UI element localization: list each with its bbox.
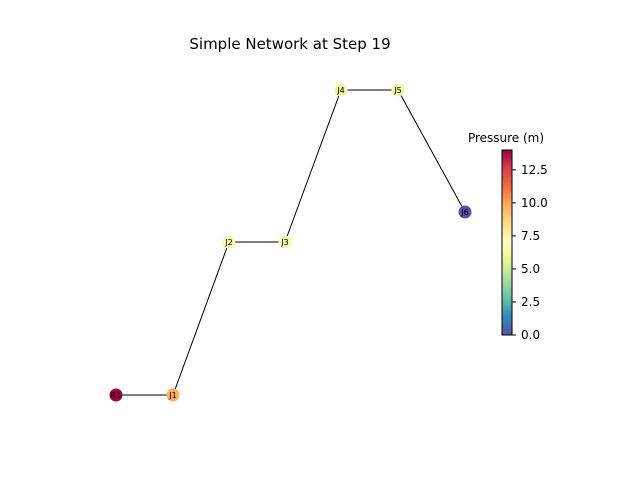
node-marker <box>166 388 180 402</box>
node-J6: J6 <box>458 205 472 219</box>
node-J1: J1 <box>166 388 180 402</box>
node-J5: J5 <box>391 83 405 97</box>
colorbar-tick-label: 5.0 <box>521 262 540 276</box>
colorbar-ticks: 0.0 2.5 5.0 7.5 10.0 12.5 <box>512 163 548 342</box>
pipe-J3-J4 <box>284 89 342 243</box>
node-marker <box>334 83 348 97</box>
colorbar: Pressure (m) 0.0 2.5 5.0 7.5 10.0 12.5 <box>468 131 548 342</box>
pipe-J1-J2 <box>172 241 230 396</box>
node-marker <box>278 235 292 249</box>
node-J4: J4 <box>334 83 348 97</box>
node-marker <box>109 388 123 402</box>
pipe-J5-J6 <box>397 89 466 213</box>
node-J2: J2 <box>222 235 236 249</box>
node-label: J4 <box>336 86 344 95</box>
node-label: J2 <box>224 238 232 247</box>
colorbar-tick-label: 12.5 <box>521 163 548 177</box>
node-label: J5 <box>393 86 401 95</box>
colorbar-tick-label: 7.5 <box>521 229 540 243</box>
node-label: R1 <box>111 391 122 400</box>
node-marker <box>458 205 472 219</box>
colorbar-tick-label: 10.0 <box>521 196 548 210</box>
node-marker <box>222 235 236 249</box>
network-nodes: R1 J1 J2 J3 J4 J5 J6 <box>109 83 472 402</box>
pipe-links <box>116 89 466 396</box>
node-label: J6 <box>460 208 468 217</box>
node-label: J3 <box>280 238 288 247</box>
node-marker <box>391 83 405 97</box>
colorbar-tick-label: 2.5 <box>521 295 540 309</box>
node-J3: J3 <box>278 235 292 249</box>
colorbar-tick-label: 0.0 <box>521 328 540 342</box>
chart-title: Simple Network at Step 19 <box>189 35 390 53</box>
colorbar-label: Pressure (m) <box>468 131 544 145</box>
node-label: J1 <box>168 391 176 400</box>
colorbar-gradient <box>501 149 513 336</box>
node-R1: R1 <box>109 388 123 402</box>
